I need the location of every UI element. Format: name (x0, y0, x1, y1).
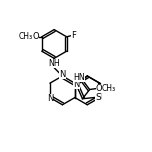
Text: O: O (96, 84, 102, 93)
Text: CH₃: CH₃ (18, 32, 32, 41)
Text: NH: NH (48, 59, 60, 68)
Text: CH₃: CH₃ (102, 84, 116, 93)
Text: O: O (32, 32, 39, 41)
Text: N: N (73, 80, 80, 89)
Text: N: N (59, 70, 66, 79)
Text: N: N (47, 94, 53, 103)
Text: F: F (71, 31, 76, 40)
Text: HN: HN (74, 73, 85, 82)
Text: S: S (95, 93, 101, 102)
